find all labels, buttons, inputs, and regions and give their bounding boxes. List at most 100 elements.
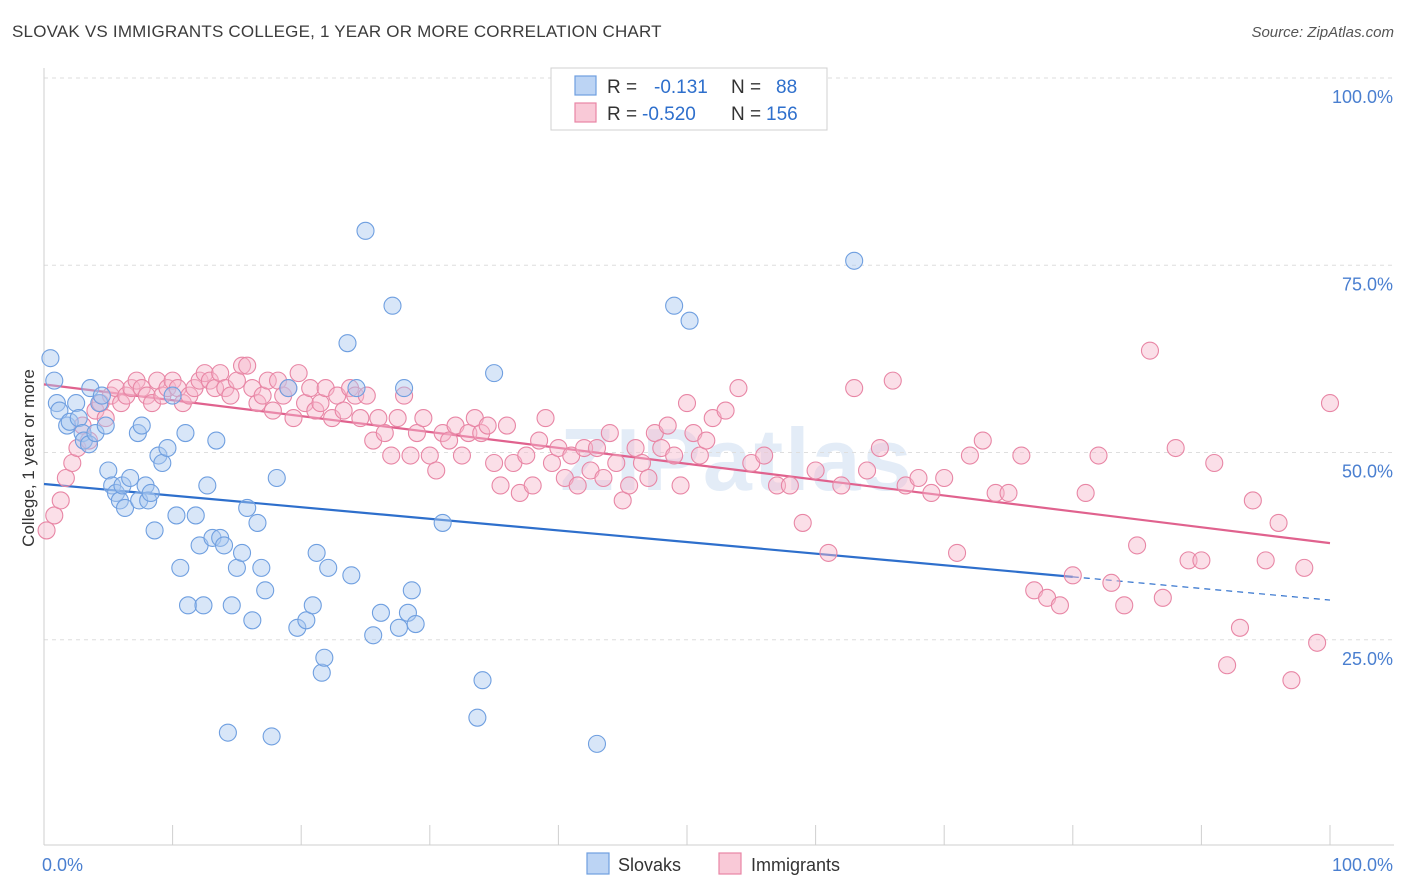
immigrants-point (1128, 536, 1147, 555)
immigrants-point (401, 446, 420, 465)
slovaks-point (356, 221, 375, 240)
immigrants-point (253, 386, 272, 405)
immigrants-point (414, 409, 433, 428)
immigrants-point (845, 379, 864, 398)
immigrants-point (289, 364, 308, 383)
immigrants-point (729, 379, 748, 398)
slovaks-point (139, 491, 158, 510)
slovaks-point (347, 379, 366, 398)
immigrants-point (948, 543, 967, 562)
slovaks-point (214, 536, 234, 555)
correlation-legend: R = -0.131 N = 88 R = -0.520 N = 156 (550, 67, 828, 131)
slovaks-point (79, 435, 99, 454)
immigrants-point (639, 468, 658, 488)
slovaks-trend-line (43, 482, 1073, 578)
immigrants-point (568, 476, 587, 495)
immigrants-point (375, 423, 394, 443)
immigrants-point (632, 453, 652, 473)
immigrants-point (626, 438, 645, 458)
immigrants-point (1269, 513, 1288, 532)
immigrants-point (1308, 633, 1327, 652)
slovaks-point (665, 296, 684, 315)
x-tick-labels: 0.0% 100.0% (42, 855, 1393, 875)
legend-n-value-1: 88 (776, 77, 797, 98)
immigrants-point (369, 409, 388, 428)
immigrants-point (1063, 566, 1082, 585)
slovaks-point (433, 513, 452, 532)
slovaks-point (303, 596, 322, 615)
immigrants-points (37, 341, 1340, 690)
slovaks-point (267, 468, 286, 488)
immigrants-point (986, 483, 1005, 503)
immigrants-point (806, 461, 825, 480)
slovaks-point (232, 543, 252, 562)
immigrants-point (395, 386, 414, 405)
immigrants-point (142, 394, 162, 413)
immigrants-point (1179, 551, 1198, 570)
immigrants-point (1102, 573, 1121, 592)
source-label: Source: ZipAtlas.com (1251, 24, 1394, 41)
slovaks-point (194, 596, 213, 615)
immigrants-point (357, 386, 376, 405)
immigrants-point (587, 438, 607, 458)
immigrants-point (857, 461, 877, 480)
slovaks-point (845, 251, 864, 270)
immigrants-point (311, 394, 330, 413)
slovaks-point (406, 614, 425, 634)
slovaks-point (238, 498, 257, 518)
legend-n-label-1: N = (731, 77, 761, 98)
immigrants-point (491, 476, 510, 495)
immigrants-point (935, 468, 954, 488)
immigrants-point (301, 379, 320, 398)
legend-n-label-2: N = (731, 104, 761, 125)
legend-swatch-immigrants (574, 102, 597, 123)
immigrants-point (536, 409, 555, 428)
slovaks-point (121, 468, 140, 488)
immigrants-point (1243, 491, 1262, 510)
legend-n-value-2: 156 (766, 104, 798, 125)
y-tick-label: 50.0% (1342, 462, 1393, 482)
slovaks-point (176, 423, 195, 443)
immigrants-point (542, 453, 562, 473)
slovaks-point (342, 566, 361, 585)
immigrants-point (351, 409, 370, 428)
slovaks-point (307, 543, 326, 562)
immigrants-point (819, 543, 838, 562)
immigrants-point (1295, 558, 1314, 577)
bottom-legend-label-slovaks: Slovaks (618, 855, 681, 875)
trend-lines (43, 383, 1331, 601)
slovaks-point (315, 648, 334, 667)
immigrants-point (284, 409, 303, 428)
immigrants-point (613, 491, 632, 510)
immigrants-point (173, 394, 192, 413)
slovaks-point (69, 409, 88, 428)
immigrants-point (221, 386, 240, 405)
slovaks-point (485, 364, 504, 383)
slovaks-point (50, 401, 69, 420)
series-legend: Slovaks Immigrants (586, 852, 840, 875)
slovaks-point (207, 431, 226, 450)
immigrants-point (716, 401, 735, 420)
legend-r-label-2: R = (607, 104, 637, 125)
immigrants-point (870, 438, 889, 458)
slovaks-point (312, 663, 331, 682)
immigrants-point (1012, 446, 1031, 465)
slovaks-point (248, 513, 267, 532)
slovaks-point (115, 498, 135, 518)
immigrants-point (1205, 453, 1224, 473)
slovaks-point (145, 521, 164, 540)
slovaks-point (218, 723, 237, 742)
immigrants-point (999, 483, 1018, 503)
slovaks-point (167, 506, 186, 525)
slovaks-point (86, 423, 105, 443)
immigrants-point (517, 446, 536, 465)
immigrants-point (665, 446, 684, 465)
x-tick-label-end: 100.0% (1332, 855, 1393, 875)
bottom-legend-swatch-immigrants (718, 852, 742, 875)
slovaks-points (41, 221, 864, 753)
immigrants-point (388, 409, 407, 428)
immigrants-point (1282, 671, 1301, 690)
immigrants-point (427, 461, 446, 480)
immigrants-point (575, 438, 594, 458)
